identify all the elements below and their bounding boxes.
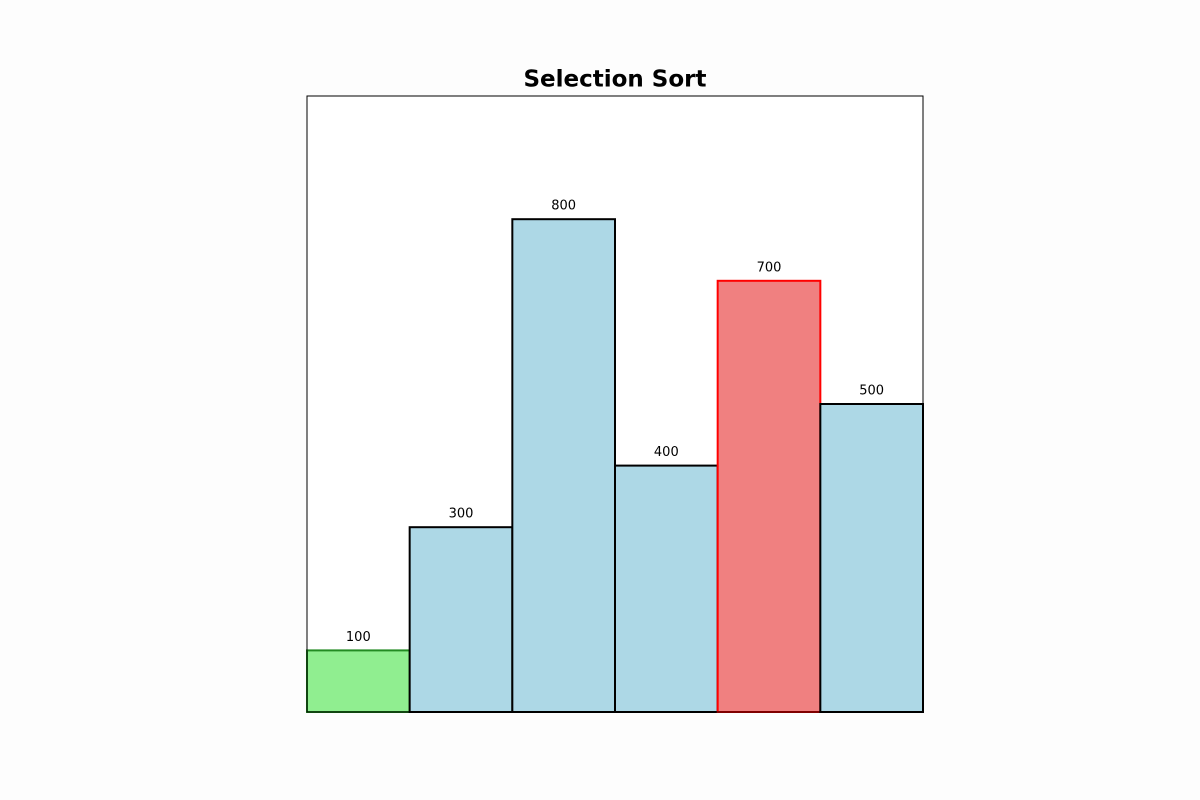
value-label: 500 bbox=[859, 384, 884, 399]
value-label: 300 bbox=[449, 507, 474, 522]
bar bbox=[306, 649, 411, 714]
value-label: 800 bbox=[551, 199, 576, 214]
bar bbox=[408, 526, 514, 714]
value-label: 700 bbox=[757, 260, 782, 275]
bar bbox=[511, 218, 616, 713]
axes-frame bbox=[306, 95, 924, 713]
bar bbox=[819, 403, 924, 713]
bar bbox=[716, 279, 822, 713]
value-label: 100 bbox=[346, 630, 371, 645]
chart-title: Selection Sort bbox=[523, 67, 706, 93]
value-label: 400 bbox=[654, 445, 679, 460]
bar bbox=[614, 464, 719, 713]
